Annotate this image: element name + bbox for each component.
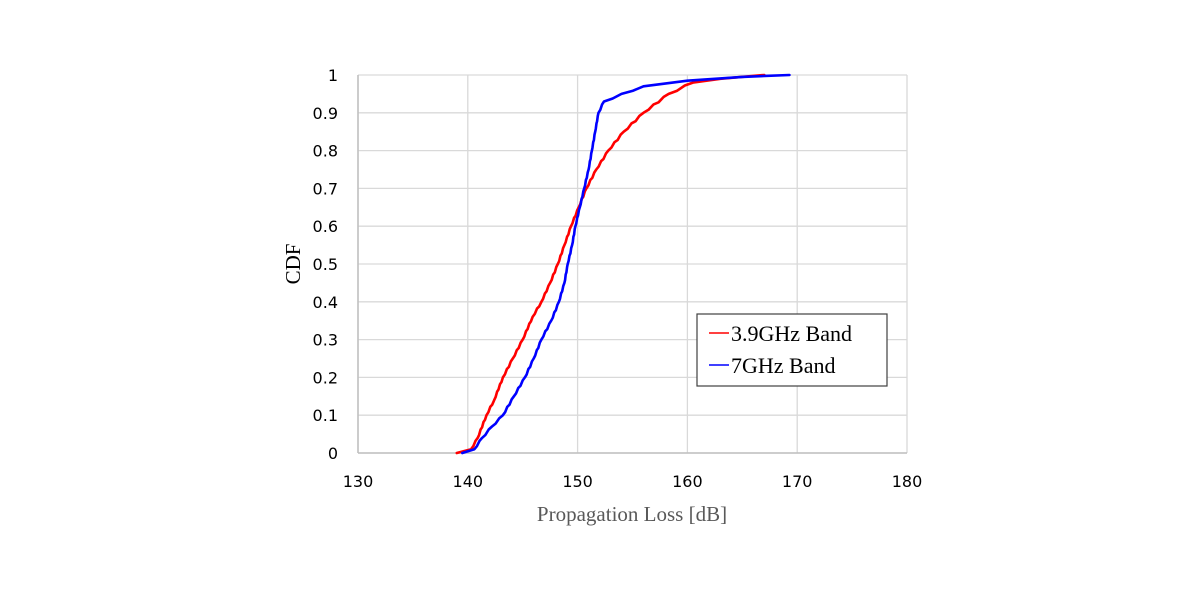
x-tick-label: 180 [892, 472, 923, 491]
x-tick-label: 150 [562, 472, 593, 491]
y-tick-label: 0.5 [313, 255, 338, 274]
y-tick-label: 0.1 [313, 406, 338, 425]
y-tick-label: 0 [328, 444, 338, 463]
y-axis-ticks: 0 0.1 0.2 0.3 0.4 0.5 0.6 0.7 0.8 0.9 1 [313, 66, 338, 463]
y-tick-label: 0.2 [313, 368, 338, 387]
x-tick-label: 130 [343, 472, 374, 491]
series-line-3-9ghz [455, 73, 766, 455]
y-tick-label: 0.4 [313, 293, 338, 312]
grid-lines [357, 74, 908, 454]
y-tick-label: 0.8 [313, 142, 338, 161]
y-tick-label: 1 [328, 66, 338, 85]
x-axis-title: Propagation Loss [dB] [537, 502, 727, 526]
data-series [455, 73, 791, 455]
legend-label-3-9ghz: 3.9GHz Band [731, 321, 852, 346]
y-axis-title: CDF [281, 244, 305, 285]
x-axis-ticks: 130 140 150 160 170 180 [343, 472, 923, 491]
x-tick-label: 160 [672, 472, 703, 491]
y-tick-label: 0.7 [313, 179, 338, 198]
y-tick-label: 0.6 [313, 217, 338, 236]
legend: 3.9GHz Band 7GHz Band [696, 313, 888, 387]
y-tick-label: 0.3 [313, 331, 338, 350]
y-tick-label: 0.9 [313, 104, 338, 123]
x-tick-label: 140 [453, 472, 484, 491]
series-line-7ghz [460, 73, 791, 455]
legend-box [696, 313, 888, 387]
x-tick-label: 170 [782, 472, 813, 491]
legend-label-7ghz: 7GHz Band [731, 353, 835, 378]
